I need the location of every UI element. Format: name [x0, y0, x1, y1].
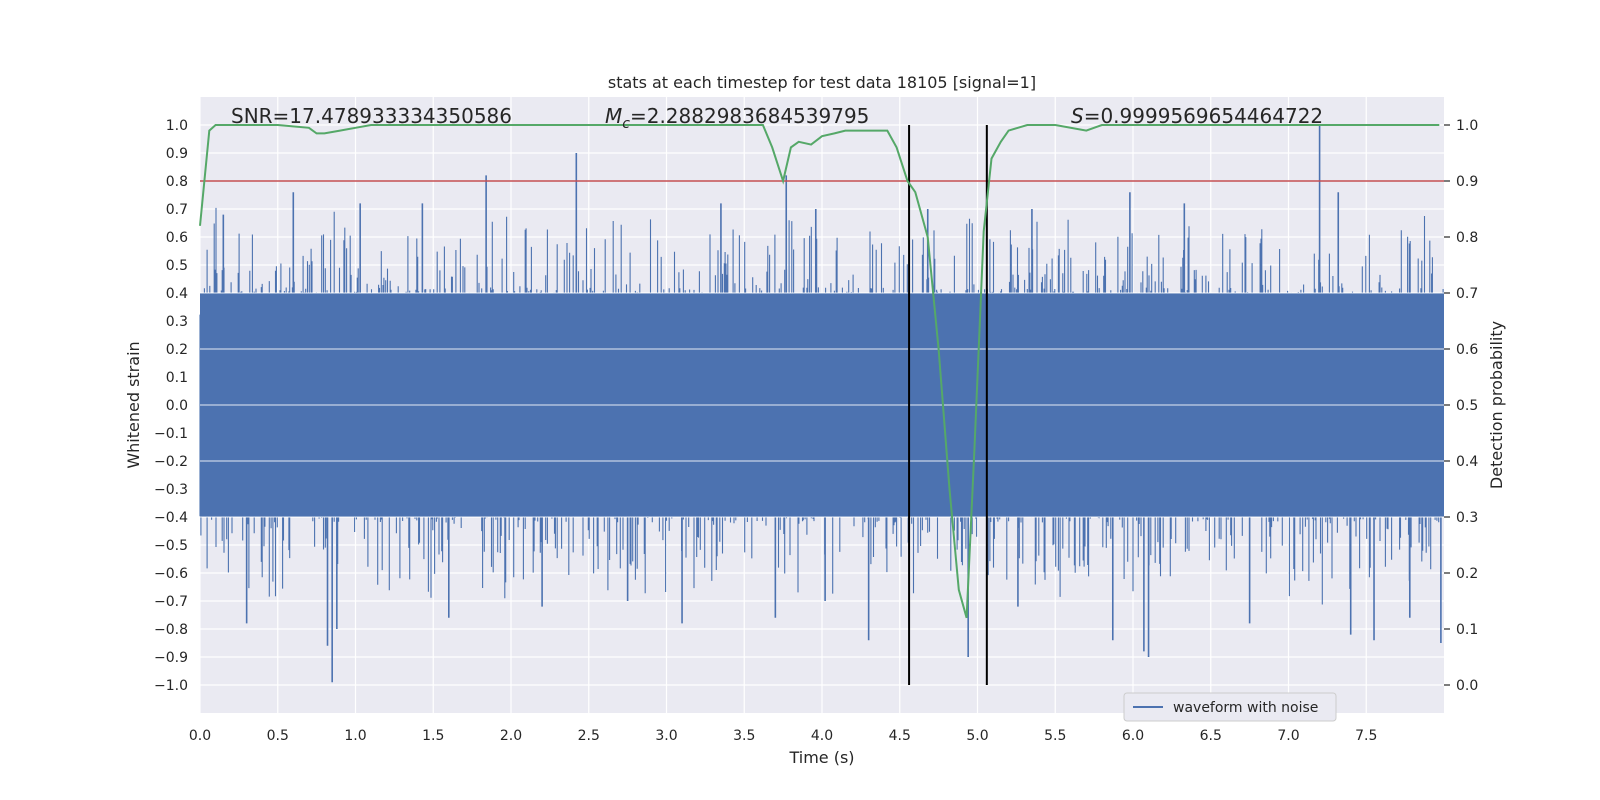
legend-box [1123, 692, 1337, 722]
y-right-tick-label-5: 0.5 [1456, 398, 1478, 414]
vertical-markers [908, 125, 988, 685]
y-left-tick-label-19: −0.9 [154, 650, 188, 666]
y-left-axis-label: Whitened strain [124, 341, 143, 468]
y-left-tick-label-7: 0.3 [166, 314, 188, 330]
y-left-tick-label-9: 0.1 [166, 370, 188, 386]
x-tick-label-7: 3.5 [733, 728, 755, 744]
waveform-series [199, 125, 1444, 683]
x-tick-label-0: 0.0 [189, 728, 211, 744]
y-left-tick-label-13: −0.3 [154, 482, 188, 498]
y-left-tick-label-8: 0.2 [166, 342, 188, 358]
x-tick-label-2: 1.0 [344, 728, 366, 744]
y-right-axis-label: Detection probability [1487, 321, 1506, 489]
y-left-tick-label-11: −0.1 [154, 426, 188, 442]
y-left-tick-label-1: 0.9 [166, 146, 188, 162]
y-right-tick-label-7: 0.3 [1456, 510, 1478, 526]
y-left-tick-label-15: −0.5 [154, 538, 188, 554]
y-right-tick-label-10: 0.0 [1456, 678, 1478, 694]
y-left-tick-label-3: 0.7 [166, 202, 188, 218]
y-left-tick-label-4: 0.6 [166, 230, 188, 246]
y-left-tick-label-10: 0.0 [166, 398, 188, 414]
y-right-tick-label-8: 0.2 [1456, 566, 1478, 582]
s-value: =0.9999569654464722 [1084, 104, 1323, 128]
chart-title: stats at each timestep for test data 181… [608, 73, 1036, 92]
chirp-mass-subscript: c [622, 116, 630, 132]
y-right-tick-label-2: 0.8 [1456, 230, 1478, 246]
y-right-tick-label-3: 0.7 [1456, 286, 1478, 302]
s-symbol: S [1071, 104, 1084, 128]
probability-line [199, 124, 1440, 619]
x-tick-label-13: 6.5 [1200, 728, 1222, 744]
y-right-tick-label-9: 0.1 [1456, 622, 1478, 638]
probability-series [199, 124, 1440, 619]
legend: waveform with noise [1123, 692, 1337, 722]
x-tick-label-12: 6.0 [1122, 728, 1144, 744]
y-right-tick-label-4: 0.6 [1456, 342, 1478, 358]
y-left-tick-label-6: 0.4 [166, 286, 188, 302]
x-tick-label-9: 4.5 [889, 728, 911, 744]
snr-annotation: SNR=17.478933334350586 [231, 104, 512, 128]
y-left-tick-label-0: 1.0 [166, 118, 188, 134]
y-left-tick-label-14: −0.4 [154, 510, 188, 526]
y-right-tick-label-1: 0.9 [1456, 174, 1478, 190]
chirp-mass-annotation: Mc=2.2882983684539795 [605, 104, 869, 132]
x-tick-label-14: 7.0 [1277, 728, 1299, 744]
x-tick-label-6: 3.0 [655, 728, 677, 744]
y-left-tick-label-12: −0.2 [154, 454, 188, 470]
x-tick-label-11: 5.5 [1044, 728, 1066, 744]
tick-labels: 0.0 0.5 1.0 1.5 2.0 2.5 3.0 3.5 4.0 4.5 5.0 5.5 6.0 6… [154, 118, 1478, 744]
y-right-tick-label-6: 0.4 [1456, 454, 1478, 470]
legend-label: waveform with noise [1173, 700, 1318, 716]
y-left-tick-label-16: −0.6 [154, 566, 188, 582]
chirp-mass-symbol: M [605, 104, 622, 128]
y-left-tick-label-20: −1.0 [154, 678, 188, 694]
y-left-tick-label-17: −0.7 [154, 594, 188, 610]
chirp-mass-value: =2.2882983684539795 [630, 104, 869, 128]
s-annotation: S=0.9999569654464722 [1071, 104, 1323, 128]
y-left-tick-label-2: 0.8 [166, 174, 188, 190]
y-right-tick-label-0: 1.0 [1456, 118, 1478, 134]
x-tick-label-5: 2.5 [578, 728, 600, 744]
x-tick-label-8: 4.0 [811, 728, 833, 744]
x-tick-label-3: 1.5 [422, 728, 444, 744]
x-tick-label-4: 2.0 [500, 728, 522, 744]
y-left-tick-label-5: 0.5 [166, 258, 188, 274]
x-tick-label-1: 0.5 [267, 728, 289, 744]
x-axis-label: Time (s) [788, 748, 854, 767]
x-tick-label-15: 7.5 [1355, 728, 1377, 744]
y-left-tick-label-18: −0.8 [154, 622, 188, 638]
x-tick-label-10: 5.0 [966, 728, 988, 744]
